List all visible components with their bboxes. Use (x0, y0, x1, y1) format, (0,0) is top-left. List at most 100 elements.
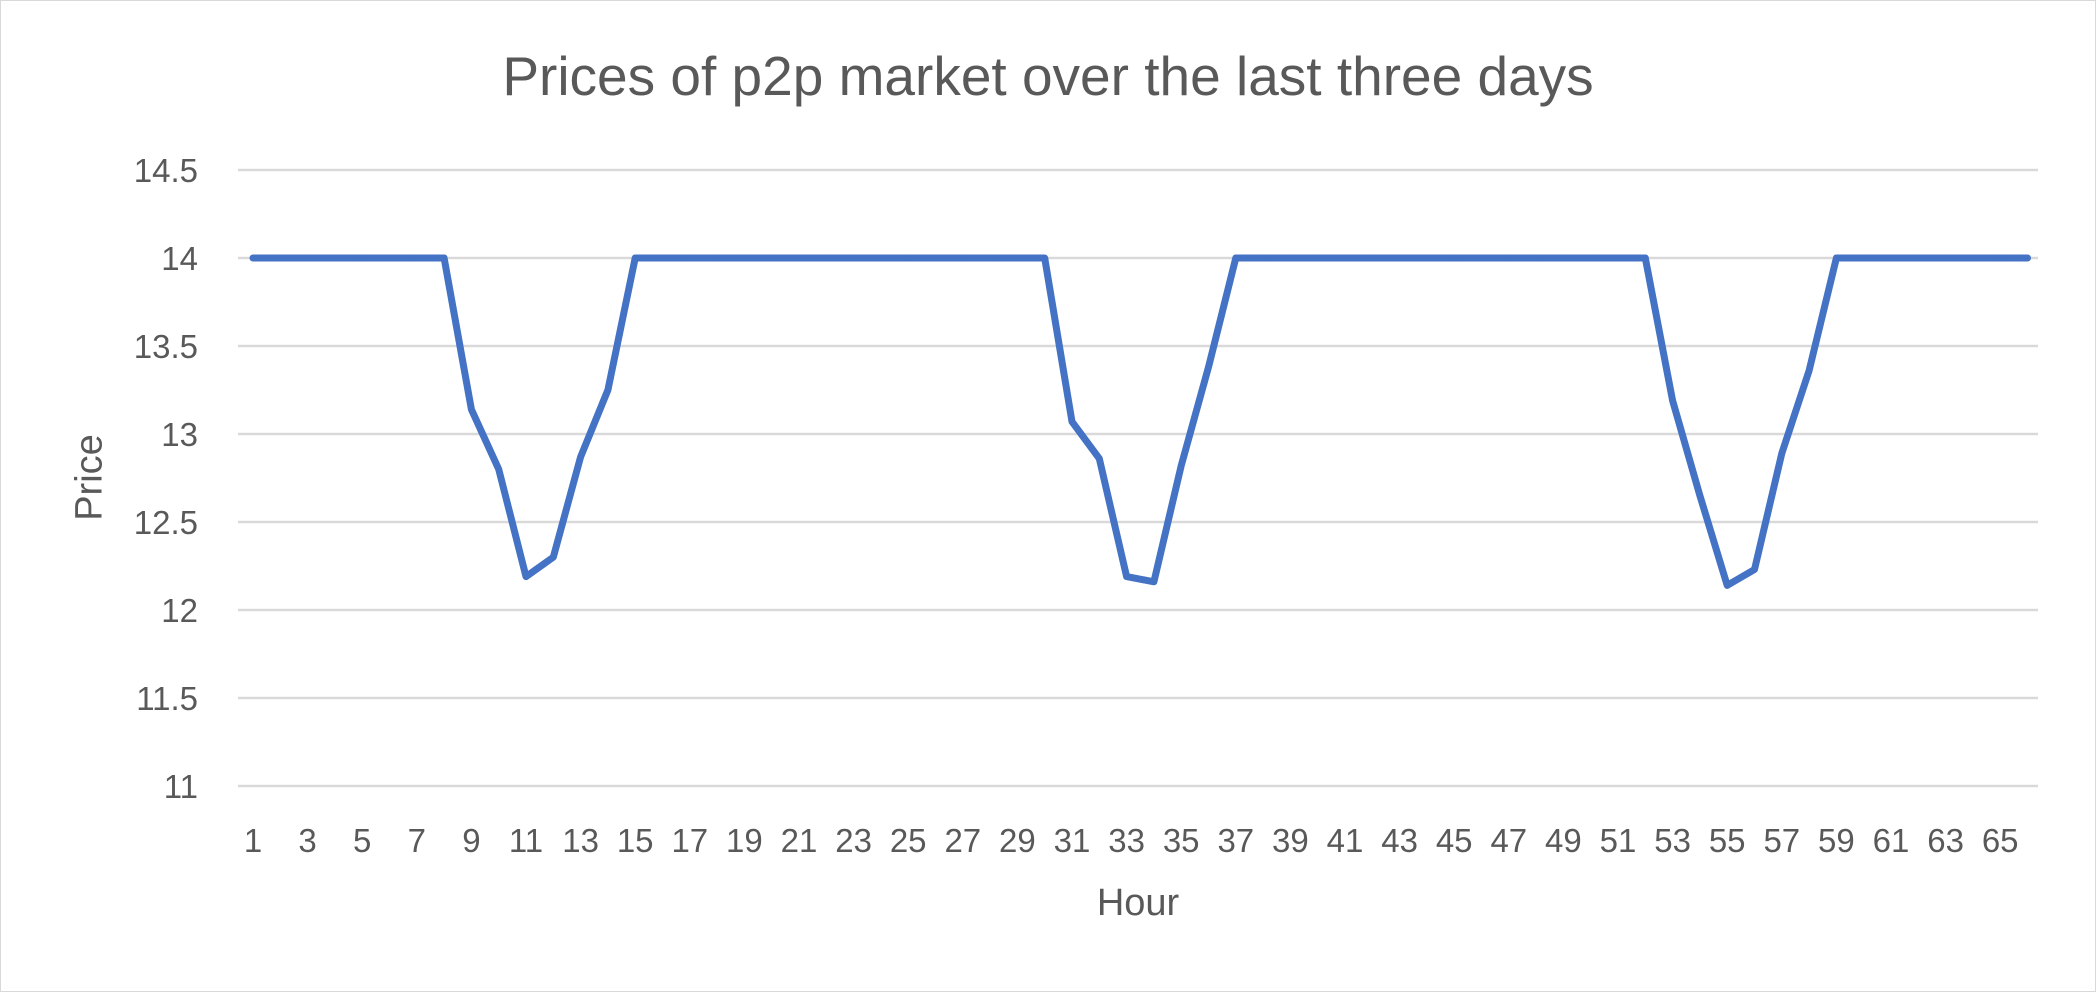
x-tick-label: 61 (1873, 822, 1910, 859)
data-point (1587, 255, 1594, 261)
data-point (1806, 367, 1813, 374)
data-point (250, 255, 256, 261)
data-point (959, 255, 966, 261)
x-tick-label: 1 (244, 822, 262, 859)
y-axis-title: Price (68, 434, 111, 521)
data-point (850, 255, 857, 261)
data-point (1069, 418, 1075, 425)
data-point (1997, 255, 2004, 261)
x-tick-label: 57 (1763, 822, 1800, 859)
data-point (359, 255, 366, 261)
x-tick-label: 13 (562, 822, 599, 859)
x-tick-label: 27 (944, 822, 981, 859)
data-point (277, 255, 284, 261)
data-point (1888, 255, 1894, 261)
series-layer (249, 254, 2031, 589)
x-axis-tick-labels: 1 3 5 7 9 11 13 15 17 19 21 23 25 27 29 31 33 35 37 39 41 43 4… (244, 822, 2019, 859)
x-tick-label: 37 (1217, 822, 1254, 859)
data-point (987, 255, 994, 261)
data-point (796, 255, 802, 261)
data-point (1342, 255, 1348, 261)
data-point (1560, 255, 1567, 261)
x-tick-label: 39 (1272, 822, 1309, 859)
y-tick-label: 13.5 (134, 328, 198, 365)
x-tick-label: 7 (408, 822, 426, 859)
data-point (905, 255, 912, 261)
x-tick-label: 41 (1327, 822, 1364, 859)
data-point (1014, 255, 1021, 261)
x-tick-label: 51 (1600, 822, 1637, 859)
x-tick-label: 21 (781, 822, 818, 859)
data-point (932, 255, 939, 261)
y-tick-label: 12 (161, 592, 198, 629)
x-tick-label: 11 (509, 822, 543, 859)
data-point (1423, 255, 1430, 261)
data-point (659, 255, 666, 261)
x-tick-label: 45 (1436, 822, 1473, 859)
x-tick-label: 49 (1545, 822, 1582, 859)
y-tick-label: 13 (161, 416, 198, 453)
x-tick-label: 31 (1054, 822, 1091, 859)
x-tick-label: 55 (1709, 822, 1746, 859)
data-point (1205, 364, 1212, 371)
data-point (1642, 255, 1649, 261)
data-point (1041, 255, 1048, 261)
data-point (1615, 255, 1621, 261)
data-point (686, 255, 693, 261)
data-point (1751, 566, 1758, 573)
data-point (714, 255, 721, 261)
x-tick-label: 5 (353, 822, 371, 859)
data-point (304, 255, 311, 261)
data-point (1314, 255, 1321, 261)
x-tick-label: 9 (462, 822, 480, 859)
data-point (577, 453, 584, 460)
data-point (1860, 255, 1867, 261)
data-point (1915, 255, 1922, 261)
data-point (550, 554, 557, 561)
y-tick-label: 14 (161, 240, 198, 277)
x-axis-title: Hour (1096, 882, 1180, 924)
data-point (741, 255, 748, 261)
x-tick-label: 33 (1108, 822, 1145, 859)
data-point (823, 255, 830, 261)
gridlines (238, 168, 2038, 788)
data-point (1096, 455, 1103, 462)
data-point (604, 387, 611, 393)
data-point (386, 255, 393, 261)
data-point (468, 406, 475, 413)
data-point (1396, 255, 1403, 261)
data-point (632, 255, 639, 261)
data-point (1669, 397, 1676, 404)
data-point (1833, 255, 1840, 261)
y-axis-tick-labels: 11 11.5 12 12.5 13 13.5 14 14.5 (134, 152, 198, 805)
x-tick-label: 25 (890, 822, 927, 859)
data-point (1478, 255, 1485, 261)
chart-title: Prices of p2p market over the last three… (502, 45, 1594, 107)
y-tick-label: 12.5 (134, 504, 198, 541)
data-point (768, 255, 775, 261)
y-tick-label: 14.5 (134, 152, 198, 189)
data-point (1724, 582, 1731, 589)
x-tick-label: 53 (1654, 822, 1691, 859)
data-point (1150, 578, 1157, 585)
x-tick-label: 65 (1982, 822, 2019, 859)
data-point (1696, 492, 1703, 499)
y-tick-label: 11 (164, 768, 198, 805)
x-tick-label: 19 (726, 822, 763, 859)
y-tick-label: 11.5 (136, 680, 198, 717)
data-point (877, 255, 884, 261)
x-tick-label: 29 (999, 822, 1036, 859)
data-point (495, 466, 502, 473)
data-point (1778, 450, 1785, 457)
data-point (1232, 255, 1239, 261)
data-point (1969, 255, 1976, 261)
x-tick-label: 3 (298, 822, 316, 859)
x-tick-label: 43 (1381, 822, 1418, 859)
data-point (1123, 573, 1130, 580)
data-point (1942, 255, 1949, 261)
x-tick-label: 63 (1927, 822, 1964, 859)
x-tick-label: 59 (1818, 822, 1855, 859)
data-point (1369, 255, 1376, 261)
